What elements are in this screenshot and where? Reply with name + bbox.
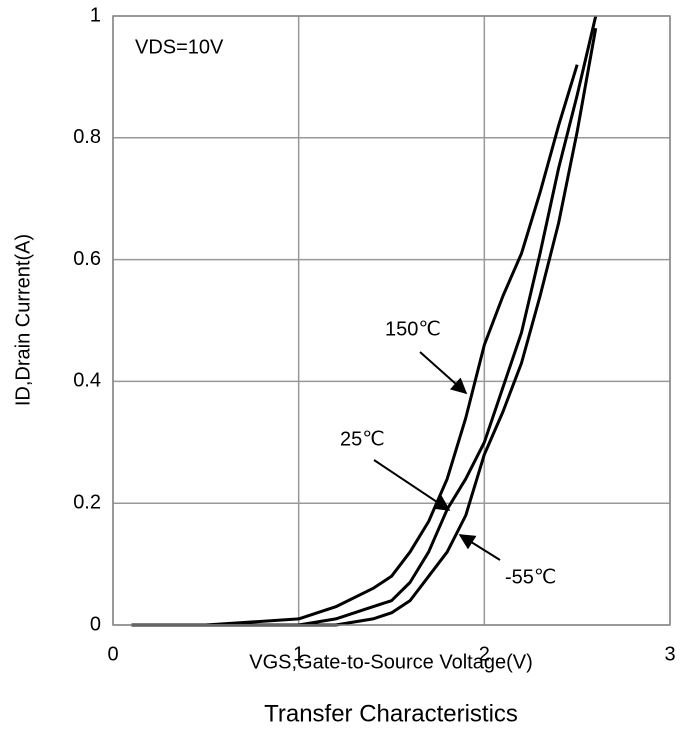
annotation: VDS=10V (135, 36, 224, 58)
y-tick-label: 0.4 (73, 370, 101, 392)
x-tick-label: 0 (107, 643, 118, 665)
plot-frame (112, 15, 671, 626)
y-axis-label: ID,Drain Current(A) (12, 234, 34, 406)
y-tick-label: 0.2 (73, 491, 101, 513)
series-label: -55℃ (505, 566, 556, 588)
series-line (131, 27, 598, 627)
chart-title: Transfer Characteristics (264, 700, 518, 727)
series-label: 150℃ (385, 318, 441, 340)
arrow (458, 534, 501, 561)
series-line (131, 15, 598, 627)
x-tick-label: 1 (293, 643, 304, 665)
y-tick-label: 0.6 (73, 248, 101, 270)
x-tick-label: 3 (664, 643, 675, 665)
lines (131, 15, 598, 627)
arrow (373, 459, 451, 511)
x-tick-label: 2 (479, 643, 490, 665)
series-label: 25℃ (340, 428, 385, 450)
y-tick-label: 1 (90, 4, 101, 26)
series-line (131, 64, 579, 627)
arrow (419, 351, 468, 395)
y-tick-label: 0.8 (73, 126, 101, 148)
y-tick-label: 0 (90, 613, 101, 635)
x-axis-label: VGS,Gate-to-Source Voltage(V) (249, 651, 532, 673)
